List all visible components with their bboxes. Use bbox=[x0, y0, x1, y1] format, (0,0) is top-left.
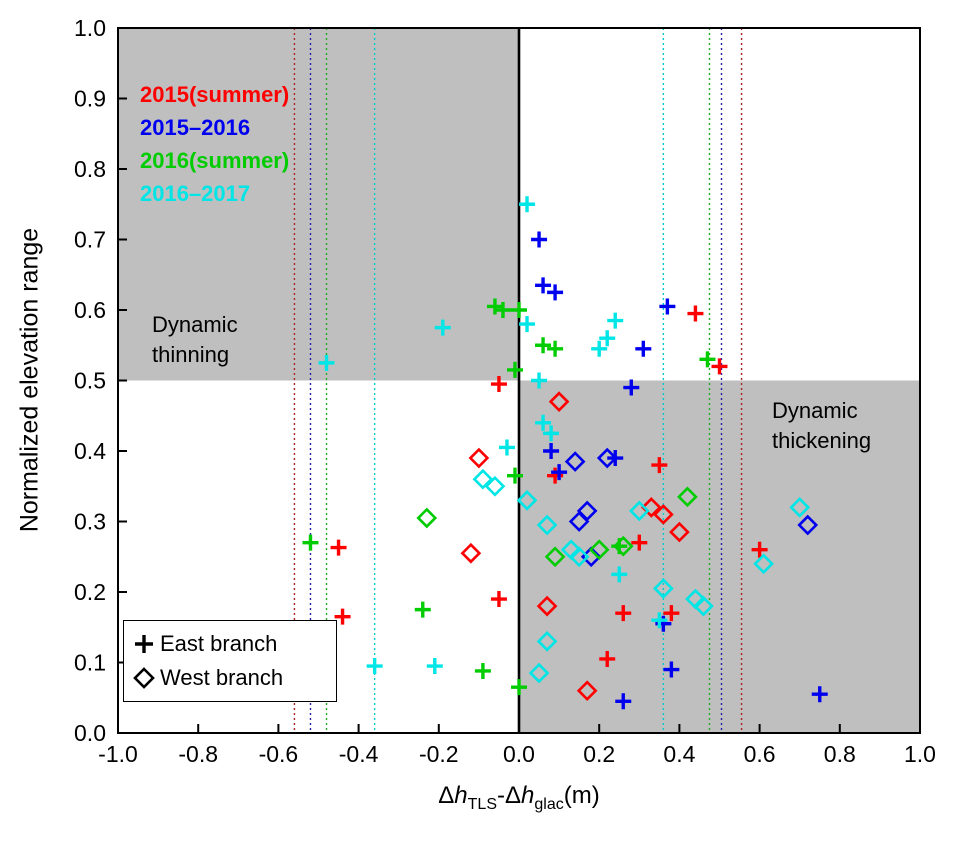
svg-text:0.2: 0.2 bbox=[74, 579, 106, 605]
svg-text:-0.8: -0.8 bbox=[178, 741, 218, 767]
svg-text:0.6: 0.6 bbox=[74, 297, 106, 323]
xlabel-h2: h bbox=[521, 782, 535, 809]
branch-legend-west-row: West branch bbox=[132, 661, 328, 695]
svg-text:-0.4: -0.4 bbox=[339, 741, 379, 767]
legend-2016-summer: 2016(summer) bbox=[140, 148, 290, 173]
xlabel-sub-glac: glac bbox=[534, 795, 564, 813]
xlabel-sub-tls: TLS bbox=[467, 795, 497, 813]
svg-text:0.1: 0.1 bbox=[74, 650, 106, 676]
svg-text:0.0: 0.0 bbox=[74, 720, 106, 746]
branch-legend-east-label: East branch bbox=[160, 631, 278, 656]
svg-text:0.5: 0.5 bbox=[74, 368, 106, 394]
legend-2016-2017: 2016–2017 bbox=[140, 181, 251, 206]
svg-text:0.8: 0.8 bbox=[74, 156, 106, 182]
branch-legend-east-row: East branch bbox=[132, 627, 328, 661]
svg-text:0.0: 0.0 bbox=[503, 741, 535, 767]
diamond-marker-icon bbox=[133, 667, 155, 689]
plus-marker-icon bbox=[135, 635, 153, 653]
svg-text:-1.0: -1.0 bbox=[98, 741, 138, 767]
x-axis-label: ΔhTLS-Δhglac(m) bbox=[438, 782, 599, 814]
xlabel-h1: h bbox=[454, 782, 468, 809]
legend-2015-summer: 2015(summer) bbox=[140, 82, 290, 107]
svg-text:0.7: 0.7 bbox=[74, 227, 106, 253]
xlabel-delta1: Δ bbox=[438, 782, 455, 809]
y-axis-label: Normalized elevation range bbox=[15, 227, 44, 533]
svg-text:0.9: 0.9 bbox=[74, 86, 106, 112]
xlabel-minus-delta2: -Δ bbox=[497, 782, 522, 809]
region-label-thinning: Dynamic thinning bbox=[152, 312, 238, 367]
svg-text:0.2: 0.2 bbox=[583, 741, 615, 767]
branch-legend: East branch West branch bbox=[123, 620, 337, 702]
svg-text:-0.6: -0.6 bbox=[259, 741, 299, 767]
svg-text:0.4: 0.4 bbox=[74, 438, 106, 464]
region-label-thickening: Dynamic thickening bbox=[772, 398, 872, 453]
xlabel-units: (m) bbox=[563, 782, 600, 809]
season-legend: 2015(summer) 2015–2016 2016(summer) 2016… bbox=[140, 78, 289, 210]
svg-text:0.6: 0.6 bbox=[744, 741, 776, 767]
legend-2015-2016: 2015–2016 bbox=[140, 115, 251, 140]
svg-text:1.0: 1.0 bbox=[74, 15, 106, 41]
svg-text:0.4: 0.4 bbox=[663, 741, 695, 767]
svg-text:0.3: 0.3 bbox=[74, 509, 106, 535]
svg-text:1.0: 1.0 bbox=[904, 741, 936, 767]
branch-legend-west-label: West branch bbox=[160, 665, 284, 690]
svg-text:-0.2: -0.2 bbox=[419, 741, 459, 767]
svg-text:0.8: 0.8 bbox=[824, 741, 856, 767]
